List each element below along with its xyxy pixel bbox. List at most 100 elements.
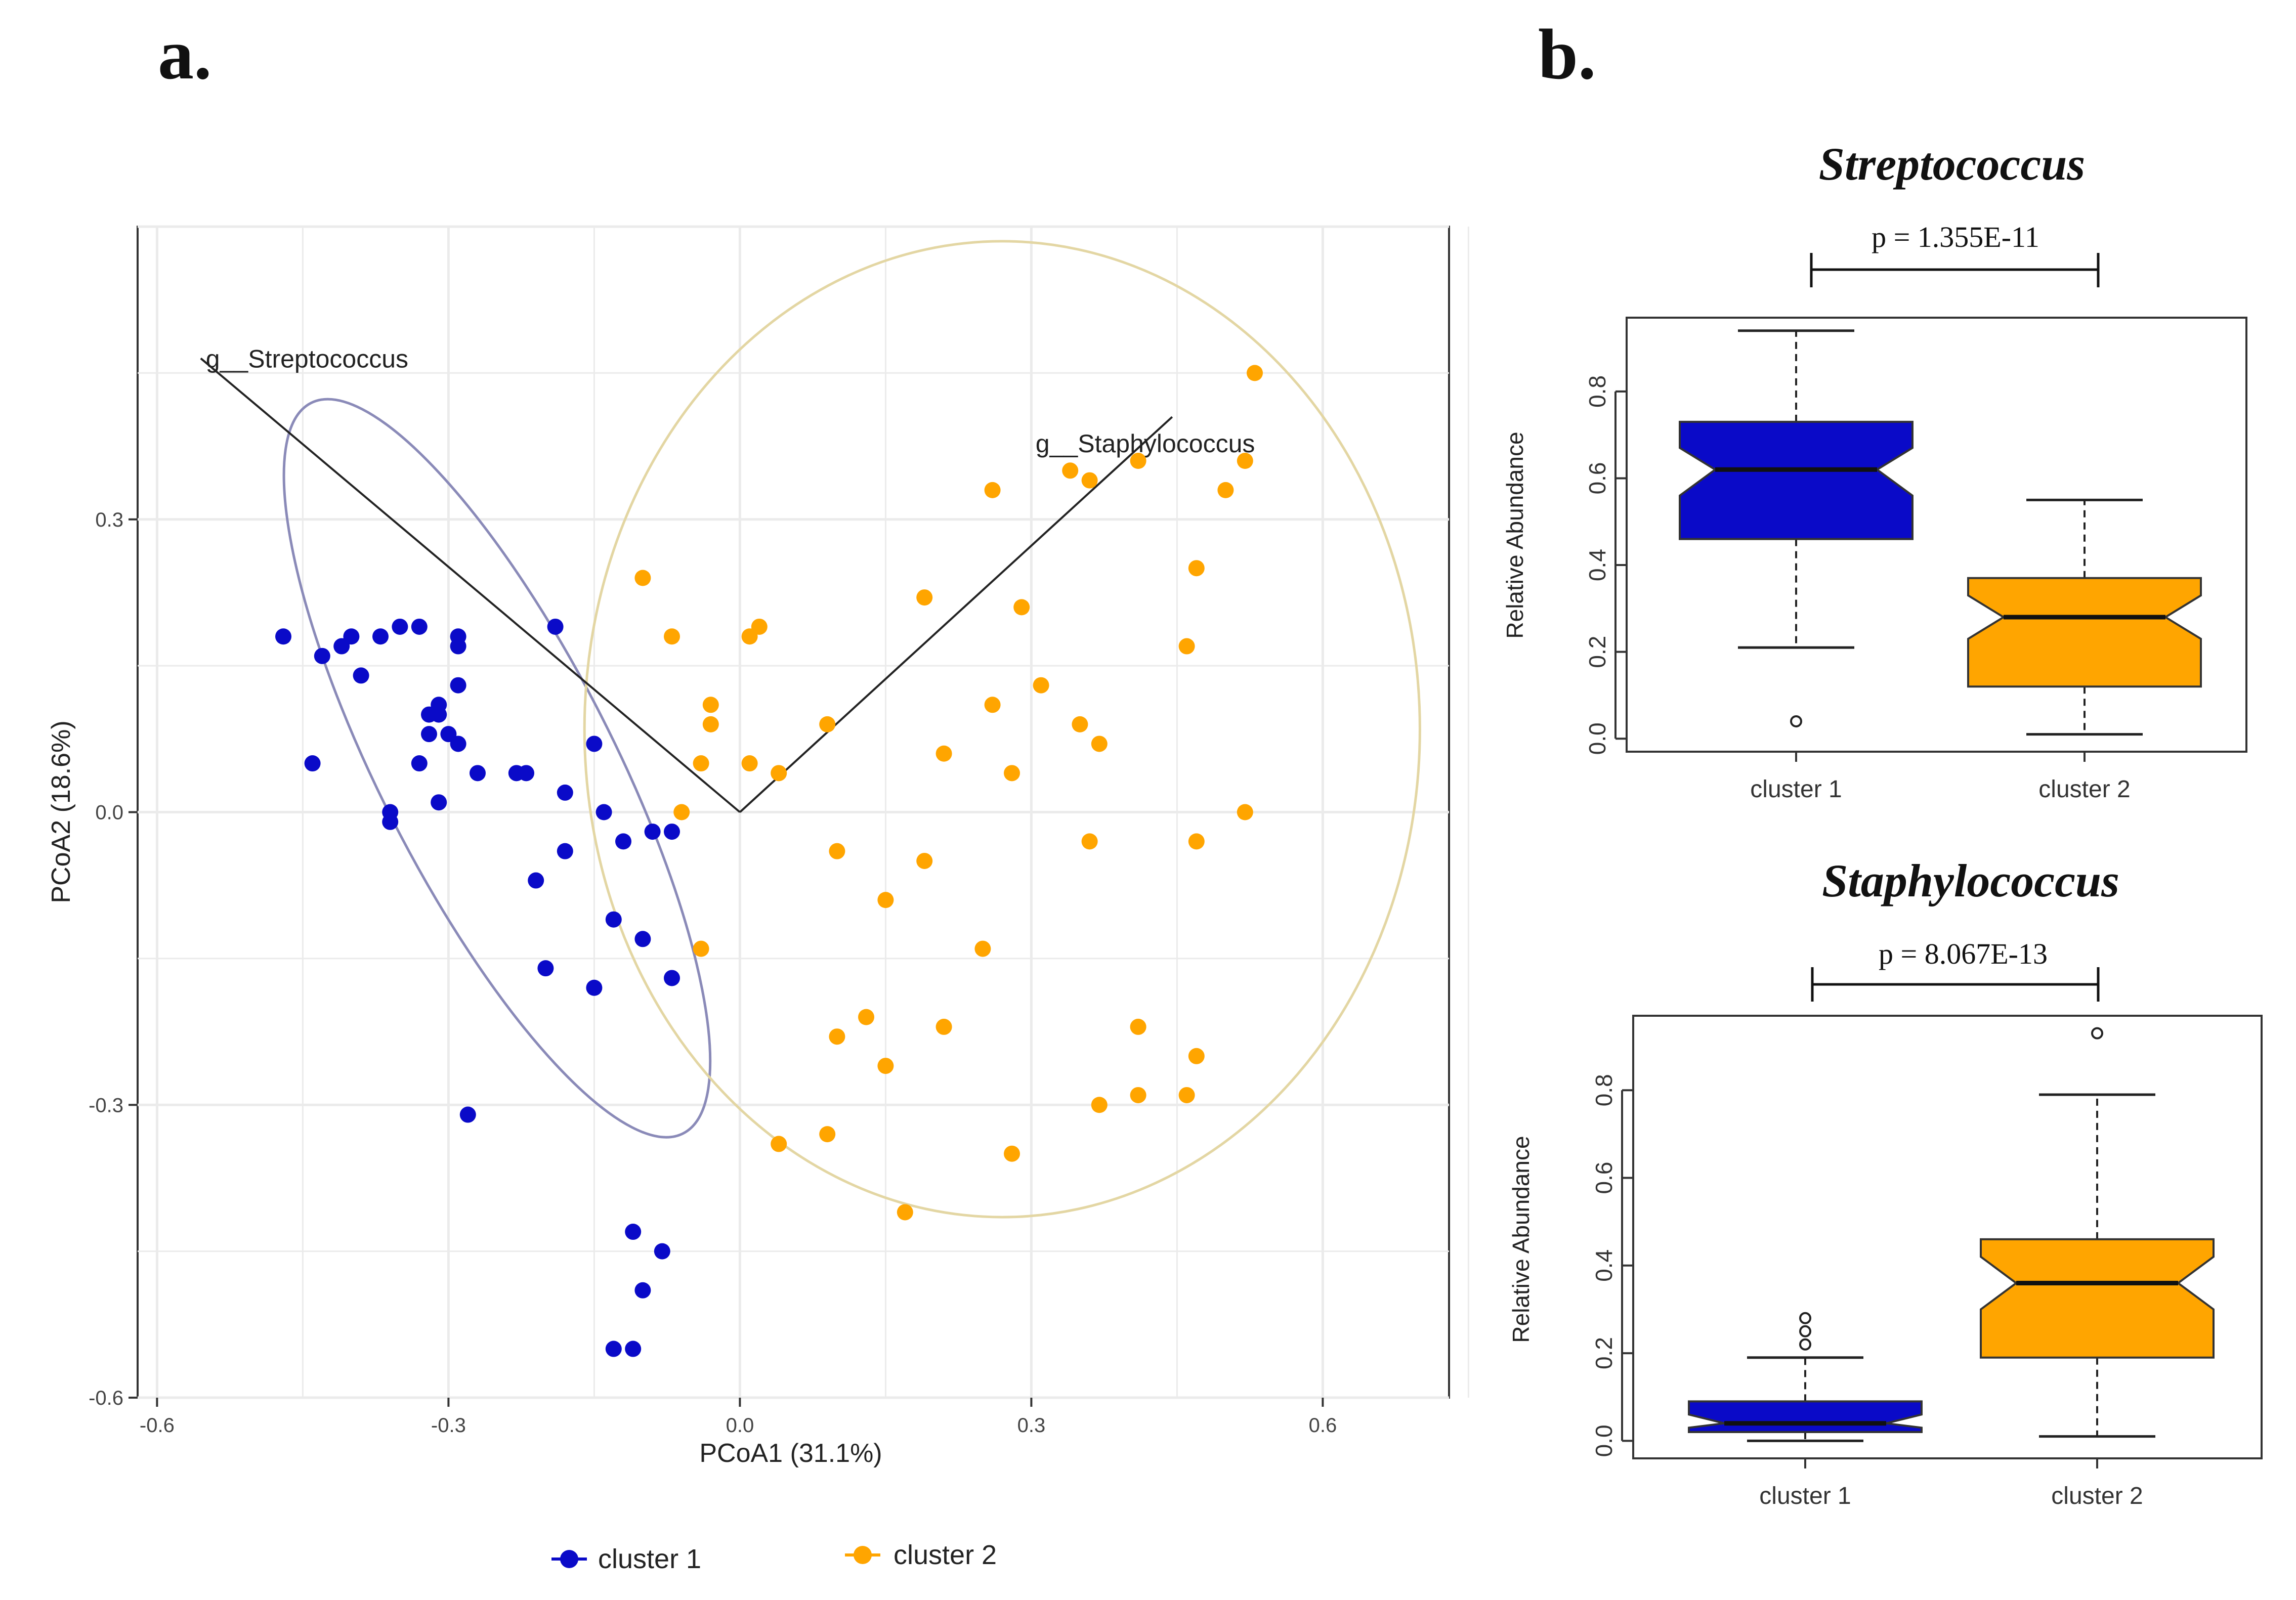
x-tick-label: 0.6: [1309, 1414, 1337, 1437]
staphylococcus-y-axis-title: Relative Abundance: [1508, 1136, 1534, 1343]
point-cluster-2: [1247, 365, 1263, 381]
point-cluster-1: [392, 618, 408, 635]
point-cluster-1: [459, 1106, 476, 1123]
box-cluster-2: [1980, 1238, 2215, 1359]
point-cluster-2: [673, 804, 690, 820]
point-cluster-1: [450, 638, 466, 655]
point-cluster-1: [431, 706, 447, 723]
point-cluster-1: [557, 784, 573, 801]
point-cluster-1: [411, 618, 428, 635]
point-cluster-2: [1062, 462, 1079, 479]
point-cluster-2: [751, 618, 768, 635]
pcoa-points: [275, 365, 1263, 1357]
x-tick-label: 0.0: [726, 1414, 754, 1437]
point-cluster-2: [664, 628, 680, 645]
point-cluster-1: [314, 647, 330, 664]
streptococcus-box-plot: Streptococcus p = 1.355E-11 Relative Abu…: [1502, 138, 2247, 803]
y-tick-label: 0.4: [1591, 1249, 1617, 1282]
y-tick-label: 0.6: [1591, 1162, 1617, 1194]
point-cluster-1: [470, 765, 486, 782]
point-cluster-1: [664, 970, 680, 986]
point-cluster-2: [1091, 736, 1108, 752]
point-cluster-1: [625, 1224, 642, 1240]
point-cluster-2: [819, 716, 836, 732]
point-cluster-2: [1217, 482, 1234, 498]
point-cluster-1: [421, 726, 437, 743]
point-cluster-2: [897, 1204, 913, 1221]
panel-b-label: b.: [1538, 14, 1596, 94]
x-tick-label-cluster-1: cluster 1: [1759, 1483, 1851, 1509]
y-tick-label: 0.2: [1591, 1337, 1617, 1369]
x-tick-label: -0.3: [431, 1414, 466, 1437]
confidence-ellipse-cluster-2: [583, 240, 1421, 1219]
y-tick-label: 0.8: [1584, 375, 1610, 408]
y-tick-label: 0.0: [1591, 1424, 1617, 1457]
point-cluster-2: [1130, 1087, 1146, 1103]
point-cluster-1: [528, 872, 544, 889]
x-tick-label-cluster-1: cluster 1: [1750, 776, 1842, 803]
x-tick-label: 0.3: [1017, 1414, 1046, 1437]
y-tick-label: 0.0: [1584, 722, 1610, 755]
outlier-cluster-1: [1799, 1325, 1811, 1337]
point-cluster-1: [411, 755, 428, 772]
point-cluster-2: [1178, 1087, 1195, 1103]
pcoa-legend: cluster 1 cluster 2: [551, 1540, 997, 1574]
outlier-cluster-2: [2091, 1027, 2103, 1040]
point-cluster-2: [771, 765, 787, 782]
point-cluster-2: [829, 1028, 845, 1045]
point-cluster-2: [1188, 560, 1205, 577]
biplot-arrow-g-staphylococcus: [739, 416, 1173, 813]
point-cluster-2: [1091, 1097, 1108, 1113]
point-cluster-2: [693, 940, 709, 957]
streptococcus-significance-bracket: [1810, 253, 2100, 287]
staphylococcus-plot-area: 0.0 0.2 0.4 0.6 0.8 cluster 1 cluster 2: [1591, 1015, 2263, 1509]
point-cluster-2: [819, 1126, 836, 1143]
staphylococcus-significance-bracket: [1811, 967, 2100, 1002]
point-cluster-2: [829, 843, 845, 859]
point-cluster-2: [634, 570, 651, 586]
point-cluster-2: [1237, 453, 1253, 469]
y-tick-label: 0.0: [95, 802, 123, 824]
point-cluster-2: [1004, 1145, 1020, 1162]
box-cluster-1: [1679, 420, 1914, 540]
point-cluster-1: [343, 628, 360, 645]
point-cluster-2: [1072, 716, 1088, 732]
x-tick-label: -0.6: [140, 1414, 175, 1437]
point-cluster-2: [1081, 833, 1098, 850]
point-cluster-1: [605, 1340, 622, 1357]
arrow-label-staphylococcus: g__Staphylococcus: [1036, 429, 1255, 458]
point-cluster-1: [664, 824, 680, 840]
box-cluster-1: [1688, 1400, 1923, 1434]
legend-label-cluster-1: cluster 1: [598, 1544, 701, 1574]
point-cluster-1: [431, 794, 447, 811]
point-cluster-1: [450, 736, 466, 752]
x-tick-label-cluster-2: cluster 2: [2051, 1483, 2143, 1509]
point-cluster-2: [771, 1136, 787, 1152]
point-cluster-1: [625, 1340, 642, 1357]
outlier-cluster-1: [1790, 715, 1802, 727]
point-cluster-1: [304, 755, 321, 772]
point-cluster-2: [1004, 765, 1020, 782]
pcoa-y-axis-title: PCoA2 (18.6%): [47, 720, 76, 903]
staphylococcus-box-plot: Staphylococcus p = 8.067E-13 Relative Ab…: [1508, 855, 2263, 1509]
point-cluster-2: [984, 697, 1001, 713]
point-cluster-1: [634, 1282, 651, 1299]
point-cluster-1: [634, 931, 651, 947]
point-cluster-1: [372, 628, 389, 645]
legend-item-cluster-1: cluster 1: [551, 1544, 701, 1574]
pcoa-biplot-arrows: g__Streptococcus g__Staphylococcus: [200, 344, 1255, 813]
y-tick-label: 0.8: [1591, 1074, 1617, 1106]
point-cluster-2: [936, 1018, 952, 1035]
biplot-arrow-g-streptococcus: [200, 357, 741, 813]
point-cluster-1: [596, 804, 612, 820]
point-cluster-2: [936, 745, 952, 762]
pcoa-axes: -0.6 -0.3 0.0 0.3 0.6 -0.6 -0.3 0.0 0.3: [89, 509, 1337, 1437]
legend-key-dot-cluster-2: [854, 1546, 872, 1564]
legend-key-dot-cluster-1: [560, 1550, 578, 1568]
legend-item-cluster-2: cluster 2: [845, 1540, 997, 1570]
box-plot-frame: [1632, 1015, 2263, 1459]
y-tick-label: 0.4: [1584, 549, 1610, 581]
y-tick-label: -0.6: [89, 1387, 123, 1409]
point-cluster-2: [1033, 677, 1049, 694]
point-cluster-2: [858, 1009, 874, 1025]
